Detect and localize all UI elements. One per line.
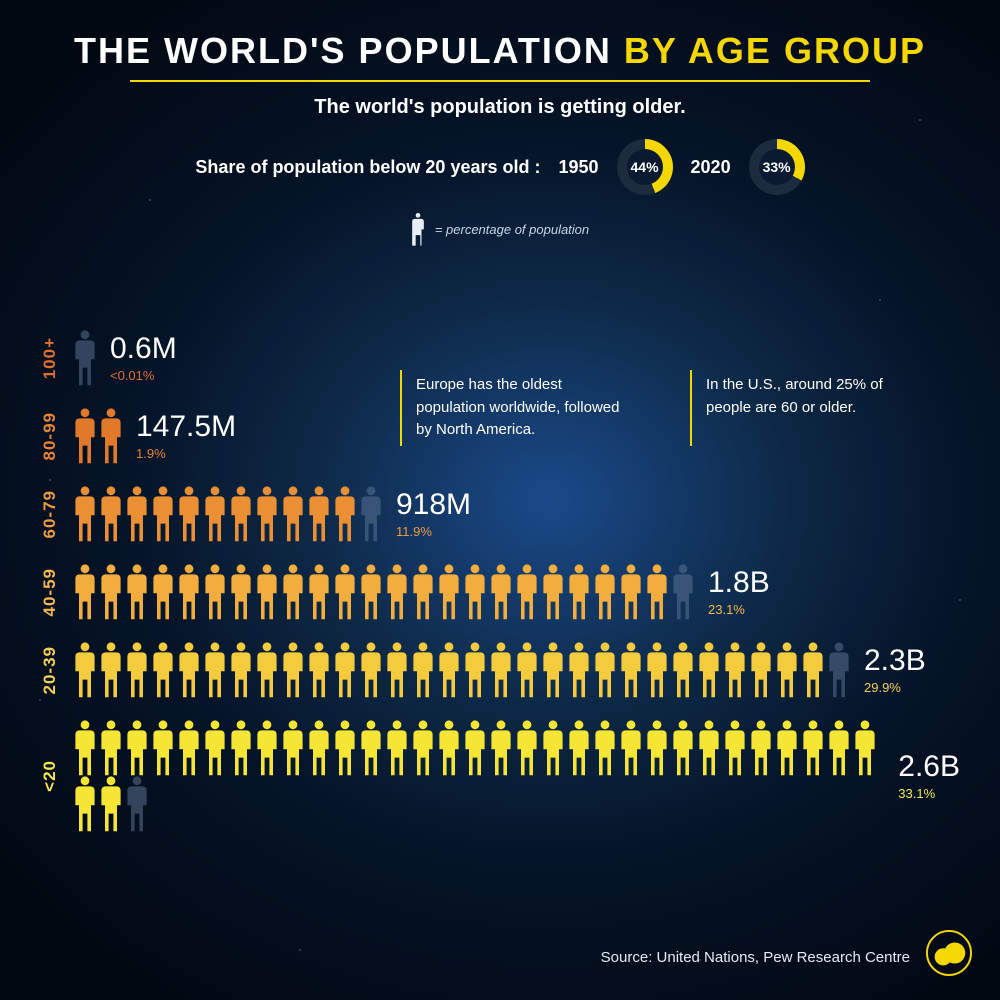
value-main: 2.3B — [864, 646, 926, 676]
value-pct: <0.01% — [110, 368, 177, 383]
icon-group — [72, 720, 886, 832]
age-label: 100+ — [40, 337, 62, 379]
age-label: 20-39 — [40, 646, 62, 694]
legend: = percentage of population — [40, 213, 960, 246]
logo-icon — [926, 930, 972, 976]
donut-2020-pct: 33% — [763, 159, 791, 175]
value-pct: 33.1% — [898, 786, 960, 801]
donut-1950-pct: 44% — [631, 159, 659, 175]
title-part2: BY AGE GROUP — [624, 30, 926, 71]
value-pct: 11.9% — [396, 524, 471, 539]
value-block: 918M 11.9% — [396, 490, 471, 539]
icon-group — [72, 330, 98, 386]
main-title: THE WORLD'S POPULATION BY AGE GROUP — [40, 30, 960, 72]
icon-group — [72, 564, 696, 620]
age-label: 60-79 — [40, 490, 62, 538]
value-pct: 29.9% — [864, 680, 926, 695]
value-main: 918M — [396, 490, 471, 520]
value-main: 2.6B — [898, 752, 960, 782]
value-main: 147.5M — [136, 412, 236, 442]
subtitle: The world's population is getting older. — [40, 96, 960, 119]
donut-2020: 33% — [749, 139, 805, 195]
value-pct: 23.1% — [708, 602, 770, 617]
icon-group — [72, 486, 384, 542]
value-block: 2.6B 33.1% — [898, 752, 960, 801]
donut-1950: 44% — [617, 139, 673, 195]
share-row: Share of population below 20 years old :… — [40, 139, 960, 195]
title-underline — [130, 80, 870, 82]
share-label: Share of population below 20 years old : — [195, 157, 540, 178]
value-block: 0.6M <0.01% — [110, 334, 177, 383]
share-year-1: 2020 — [691, 157, 731, 178]
share-year-0: 1950 — [558, 157, 598, 178]
value-pct: 1.9% — [136, 446, 236, 461]
age-row: <20 2.6B 33.1% — [40, 720, 960, 832]
age-row: 100+ 0.6M <0.01% — [40, 330, 960, 386]
icon-group — [72, 408, 124, 464]
age-row: 20-39 2.3B 29.9% — [40, 642, 960, 698]
infographic-container: THE WORLD'S POPULATION BY AGE GROUP The … — [0, 0, 1000, 1000]
pictogram-rows: 100+ 0.6M <0.01% 80-99 147.5M 1.9% 60-79 918M 11… — [40, 330, 960, 854]
value-main: 1.8B — [708, 568, 770, 598]
person-icon — [411, 213, 425, 246]
source-text: Source: United Nations, Pew Research Cen… — [601, 949, 910, 966]
age-label: <20 — [40, 760, 62, 792]
value-block: 2.3B 29.9% — [864, 646, 926, 695]
value-block: 1.8B 23.1% — [708, 568, 770, 617]
value-main: 0.6M — [110, 334, 177, 364]
age-row: 80-99 147.5M 1.9% — [40, 408, 960, 464]
age-row: 60-79 918M 11.9% — [40, 486, 960, 542]
legend-text: = percentage of population — [435, 222, 589, 237]
title-part1: THE WORLD'S POPULATION — [74, 30, 624, 71]
icon-group — [72, 642, 852, 698]
age-label: 40-59 — [40, 568, 62, 616]
age-label: 80-99 — [40, 412, 62, 460]
value-block: 147.5M 1.9% — [136, 412, 236, 461]
age-row: 40-59 1.8B 23.1% — [40, 564, 960, 620]
